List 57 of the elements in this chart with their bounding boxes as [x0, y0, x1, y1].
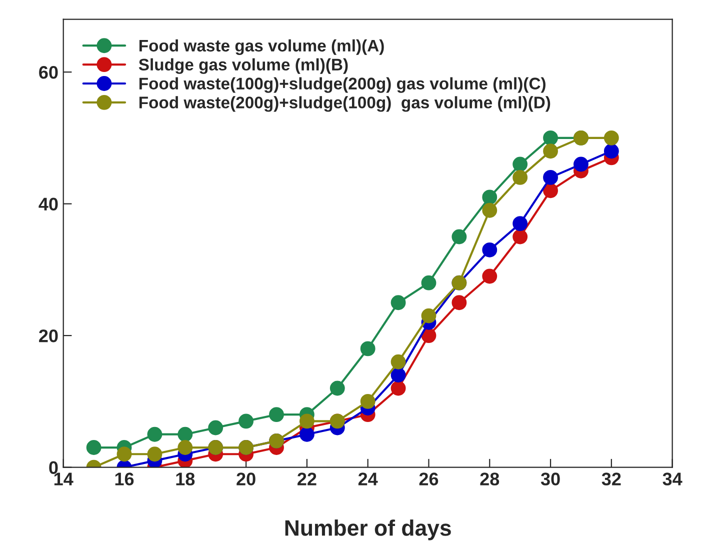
point [178, 440, 193, 455]
point [360, 394, 376, 409]
point [512, 170, 528, 185]
x-tick-label: 14 [54, 472, 74, 486]
x-tick-label: 18 [176, 472, 195, 486]
x-tick-label: 26 [419, 472, 438, 486]
point [147, 426, 162, 442]
point [390, 380, 406, 396]
y-tick-label: 0 [49, 461, 58, 474]
y-tick-label: 20 [39, 329, 58, 342]
point [482, 190, 498, 205]
x-tick-label: 32 [602, 472, 621, 486]
point [116, 446, 132, 462]
x-tick-label: 24 [358, 472, 378, 486]
point [299, 414, 314, 429]
point [482, 268, 498, 284]
point [512, 229, 528, 244]
y-tick-label: 60 [39, 66, 58, 79]
point [452, 229, 467, 244]
point [390, 368, 406, 383]
point [543, 130, 558, 146]
point [208, 420, 224, 436]
point [512, 156, 528, 172]
point [390, 295, 406, 310]
x-tick-label: 16 [115, 472, 134, 486]
point [238, 414, 254, 429]
point [330, 380, 345, 396]
point [543, 170, 558, 185]
x-axis-title: Number of days [285, 520, 451, 540]
point [482, 242, 498, 258]
point [512, 216, 528, 232]
point [574, 156, 588, 172]
point [86, 440, 102, 455]
point [147, 446, 162, 462]
point [421, 275, 436, 290]
point [421, 308, 436, 324]
point [299, 426, 314, 442]
x-tick-label: 28 [480, 472, 500, 486]
x-tick-label: 34 [662, 472, 682, 486]
legend-label: Sludge gas volume (ml)(B) [138, 58, 348, 74]
legend-label: Food waste gas volume (ml)(A) [139, 39, 384, 55]
point [269, 407, 284, 422]
point [390, 354, 406, 370]
point [604, 130, 619, 146]
y-tick-label: 40 [38, 198, 58, 211]
point [543, 144, 558, 159]
point [604, 144, 619, 159]
x-tick-label: 30 [540, 472, 560, 486]
x-tick-label: 22 [298, 472, 316, 486]
point [360, 341, 376, 356]
point [482, 202, 498, 218]
point [543, 183, 558, 198]
legend-label: Food waste(100g)+sludge(200g) gas volume (ml)(C) [139, 77, 546, 93]
point [178, 426, 193, 442]
legend-label: Food waste(200g)+sludge(100g) gas volume (ml)(D) [139, 96, 550, 112]
point [452, 295, 467, 310]
x-tick-label: 20 [236, 472, 256, 486]
